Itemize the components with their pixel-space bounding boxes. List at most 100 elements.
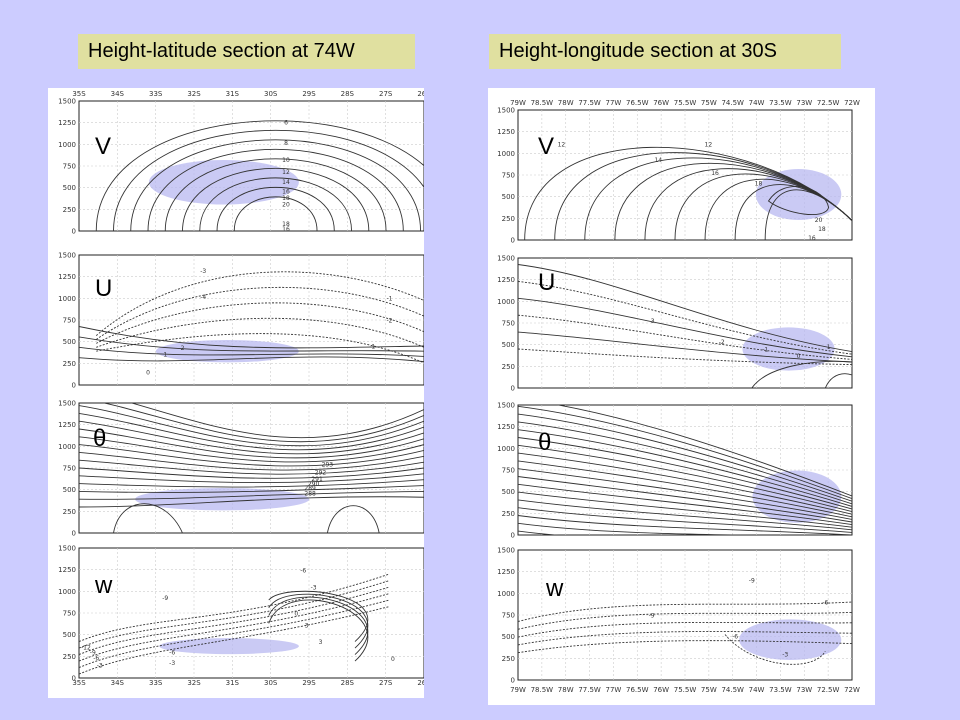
- highlight-region: [742, 327, 835, 371]
- y-tick-label: 0: [511, 677, 515, 685]
- contour-label: 16: [711, 170, 719, 177]
- contour-label: 291: [311, 476, 323, 483]
- contour-label: 16: [282, 226, 290, 233]
- y-tick-label: 250: [502, 655, 515, 663]
- contour-label: 0: [146, 370, 150, 377]
- title-left: Height-latitude section at 74W: [78, 34, 415, 69]
- x-tick-label-bottom: 79W: [510, 686, 526, 694]
- contour-line: [518, 413, 852, 502]
- x-tick-label-bottom: 74W: [749, 686, 765, 694]
- x-tick-label-top: 35S: [72, 90, 86, 98]
- y-tick-label: 750: [502, 172, 515, 180]
- contour-label: -6: [93, 655, 99, 662]
- highlight-region: [135, 488, 310, 511]
- y-tick-label: 750: [502, 612, 515, 620]
- y-tick-label: 500: [502, 488, 515, 496]
- y-tick-label: 1250: [497, 568, 515, 576]
- y-tick-label: 250: [63, 653, 76, 661]
- x-tick-label-bottom: 75W: [701, 686, 717, 694]
- contour-label: 16: [282, 188, 290, 195]
- variable-label-θ: θ: [93, 425, 106, 452]
- contour-label: 1: [163, 351, 167, 358]
- contour-label: 1: [827, 344, 831, 351]
- contour-line: [79, 467, 424, 479]
- contour-label: -3: [97, 663, 103, 670]
- contour-line: [824, 373, 852, 388]
- highlight-region: [155, 340, 299, 363]
- y-tick-label: 750: [63, 610, 76, 618]
- contour-label: -6: [822, 600, 828, 607]
- contour-line: [79, 405, 424, 447]
- contour-label: -9: [162, 595, 168, 602]
- contour-label: -3: [649, 318, 655, 325]
- y-tick-label: 1500: [58, 98, 76, 106]
- contour-label: 20: [815, 217, 823, 224]
- x-tick-label-bottom: 33S: [149, 679, 163, 687]
- y-tick-label: 250: [63, 360, 76, 368]
- contour-label: 293: [322, 462, 334, 469]
- contour-label: 2: [181, 345, 185, 352]
- y-tick-label: 250: [502, 510, 515, 518]
- y-tick-label: 750: [63, 163, 76, 171]
- contour-line: [556, 405, 852, 497]
- panel-w: -9 -9 -6 -6 -3: [517, 549, 853, 681]
- contour-line: [79, 459, 424, 475]
- x-tick-label-bottom: 73.5W: [769, 686, 792, 694]
- contour-line: [79, 573, 390, 643]
- y-tick-label: 750: [502, 467, 515, 475]
- x-tick-label-bottom: 72.5W: [817, 686, 840, 694]
- contour-label: 18: [282, 195, 290, 202]
- contour-line: [199, 177, 352, 231]
- y-tick-label: 500: [502, 633, 515, 641]
- x-tick-label-bottom: 29S: [302, 679, 316, 687]
- y-tick-label: 1500: [497, 107, 515, 115]
- contour-line: [79, 428, 424, 459]
- x-tick-label-bottom: 27S: [379, 679, 393, 687]
- x-tick-label-top: 76W: [653, 99, 669, 107]
- contour-label: -6: [169, 650, 175, 657]
- contour-line: [113, 503, 183, 533]
- y-tick-label: 1500: [58, 400, 76, 408]
- y-tick-label: 750: [502, 320, 515, 328]
- contour-line: [79, 485, 424, 493]
- contour-line: [518, 499, 852, 531]
- x-tick-label-top: 74.5W: [721, 99, 744, 107]
- x-tick-label-bottom: 78W: [558, 686, 574, 694]
- contour-line: [518, 437, 852, 510]
- y-tick-label: 1500: [58, 545, 76, 553]
- y-tick-label: 250: [63, 508, 76, 516]
- contour-line: [147, 148, 404, 231]
- x-tick-label-top: 73.5W: [769, 99, 792, 107]
- variable-label-U: U: [95, 275, 112, 302]
- x-tick-label-bottom: 74.5W: [721, 686, 744, 694]
- y-tick-label: 1000: [58, 295, 76, 303]
- contour-line: [518, 640, 852, 654]
- y-tick-label: 0: [72, 228, 76, 236]
- contour-line: [102, 403, 424, 443]
- contour-label: -6: [732, 633, 738, 640]
- variable-label-w: w: [94, 572, 113, 599]
- contour-label: -3: [782, 652, 788, 659]
- y-tick-label: 1250: [58, 273, 76, 281]
- contour-label: 12: [705, 141, 713, 148]
- highlight-region: [159, 638, 299, 655]
- x-tick-label-top: 73W: [796, 99, 812, 107]
- y-tick-label: 1250: [58, 119, 76, 127]
- x-tick-label-bottom: 77.5W: [578, 686, 601, 694]
- contour-label: -3: [311, 585, 317, 592]
- x-tick-label-top: 29S: [302, 90, 316, 98]
- y-tick-label: 500: [502, 193, 515, 201]
- x-tick-label-bottom: 30S: [264, 679, 278, 687]
- contour-line: [79, 436, 424, 463]
- contour-line: [130, 403, 424, 439]
- x-tick-label-top: 75.5W: [674, 99, 697, 107]
- contour-label: 288: [304, 490, 316, 497]
- x-tick-label-top: 27S: [379, 90, 393, 98]
- contour-label: -3: [200, 268, 206, 275]
- contour-line: [79, 490, 424, 500]
- contour-line: [518, 331, 852, 363]
- contour-line: [268, 599, 369, 662]
- x-tick-label-bottom: 32S: [187, 679, 201, 687]
